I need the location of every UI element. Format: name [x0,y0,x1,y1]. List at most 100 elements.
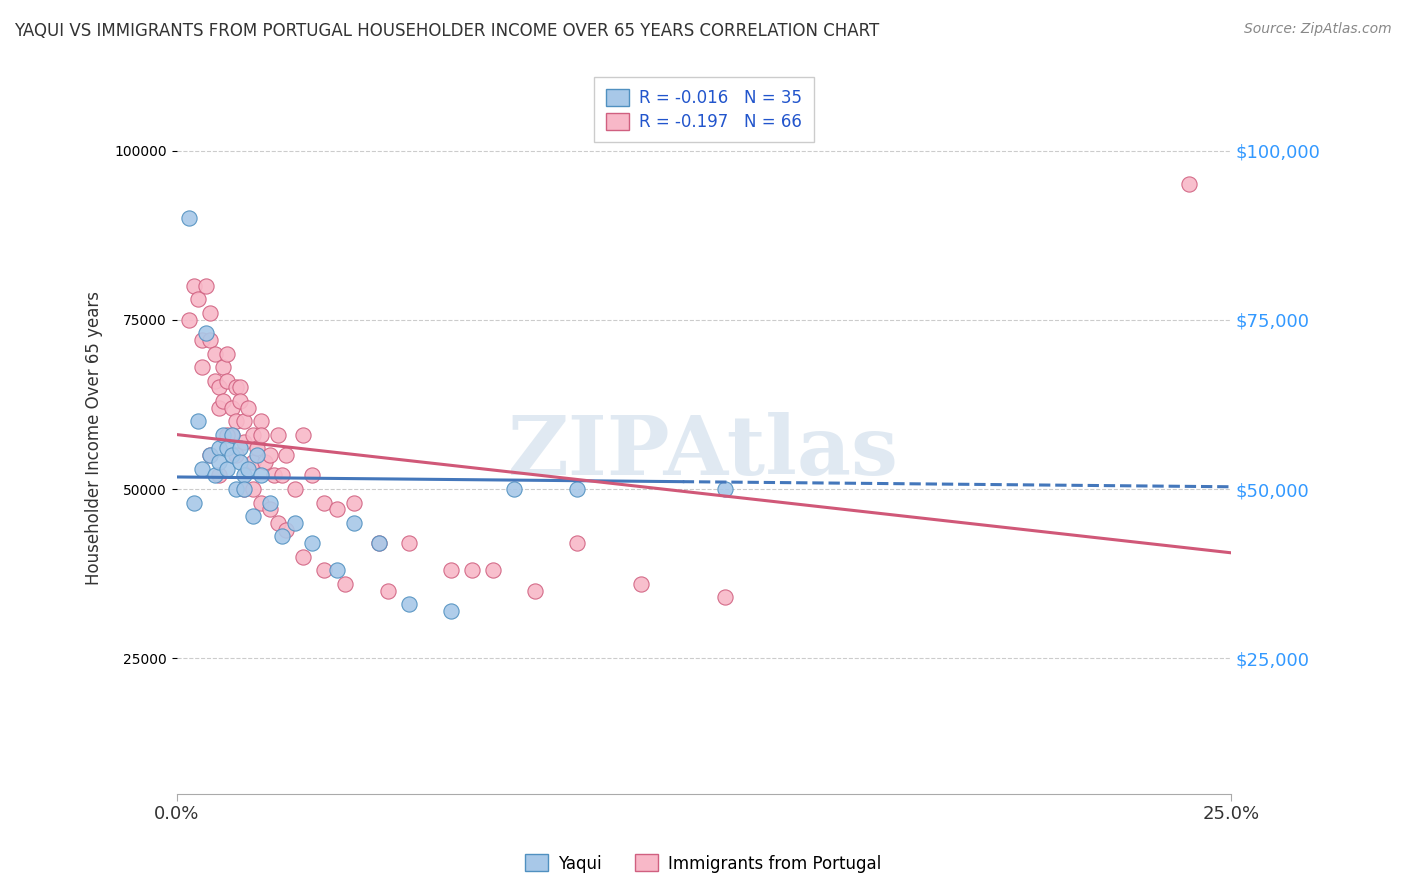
Point [259,448,281,462]
Point [204,374,226,388]
Point [221,401,243,415]
Y-axis label: Householder Income Over 65 years: Householder Income Over 65 years [86,292,103,585]
Point [524,583,547,598]
Point [204,346,226,360]
Point [368,536,391,550]
Point [208,455,231,469]
Point [200,333,222,347]
Point [217,461,239,475]
Point [292,428,315,442]
Point [271,529,294,543]
Point [191,360,214,375]
Legend: R = -0.016   N = 35, R = -0.197   N = 66: R = -0.016 N = 35, R = -0.197 N = 66 [593,77,814,143]
Point [242,428,264,442]
Point [183,495,205,509]
Point [567,482,589,496]
Point [225,414,247,428]
Point [482,563,505,577]
Point [267,428,290,442]
Point [225,482,247,496]
Point [630,576,652,591]
Point [233,482,256,496]
Point [221,428,243,442]
Point [221,448,243,462]
Point [233,434,256,449]
Point [567,536,589,550]
Point [229,394,252,409]
Point [208,468,231,483]
Point [242,482,264,496]
Point [212,360,235,375]
Point [233,482,256,496]
Point [377,583,399,598]
Point [187,414,209,428]
Point [314,495,336,509]
Point [200,448,222,462]
Point [398,536,420,550]
Point [368,536,391,550]
Point [326,563,349,577]
Point [217,346,239,360]
Point [276,523,298,537]
Point [343,516,366,530]
Point [335,576,357,591]
Legend: Yaqui, Immigrants from Portugal: Yaqui, Immigrants from Portugal [517,847,889,880]
Point [259,495,281,509]
Point [292,549,315,564]
Point [200,306,222,320]
Point [217,428,239,442]
Point [284,482,307,496]
Point [714,591,737,605]
Point [233,468,256,483]
Point [191,333,214,347]
Point [208,442,231,456]
Point [217,442,239,456]
Point [267,516,290,530]
Point [440,604,463,618]
Point [254,455,277,469]
Point [183,279,205,293]
Point [714,482,737,496]
Point [233,414,256,428]
Text: YAQUI VS IMMIGRANTS FROM PORTUGAL HOUSEHOLDER INCOME OVER 65 YEARS CORRELATION C: YAQUI VS IMMIGRANTS FROM PORTUGAL HOUSEH… [14,22,879,40]
Point [217,374,239,388]
Point [503,482,526,496]
Point [195,326,218,341]
Point [276,448,298,462]
Point [301,536,323,550]
Point [229,442,252,456]
Text: Source: ZipAtlas.com: Source: ZipAtlas.com [1244,22,1392,37]
Point [284,516,307,530]
Point [246,448,269,462]
Point [250,468,273,483]
Text: ZIPAtlas: ZIPAtlas [509,412,900,492]
Point [461,563,484,577]
Point [242,455,264,469]
Point [259,502,281,516]
Point [179,211,201,226]
Point [440,563,463,577]
Point [229,380,252,394]
Point [271,468,294,483]
Point [212,394,235,409]
Point [246,442,269,456]
Point [200,448,222,462]
Point [1178,178,1201,192]
Point [221,428,243,442]
Point [212,428,235,442]
Point [208,401,231,415]
Point [195,279,218,293]
Point [301,468,323,483]
Point [238,461,260,475]
Point [191,461,214,475]
Point [250,495,273,509]
Point [238,401,260,415]
Point [314,563,336,577]
Point [225,448,247,462]
Point [250,414,273,428]
Point [398,597,420,611]
Point [326,502,349,516]
Point [179,313,201,327]
Point [208,380,231,394]
Point [225,380,247,394]
